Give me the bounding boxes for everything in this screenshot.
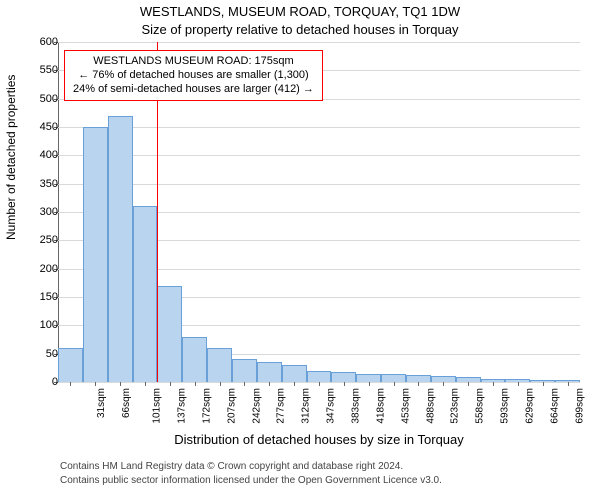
xtick-mark bbox=[369, 382, 370, 386]
xtick-mark bbox=[120, 382, 121, 386]
ytick-label: 200 bbox=[40, 263, 58, 275]
histogram-bar bbox=[282, 365, 307, 382]
ytick-label: 100 bbox=[40, 319, 58, 331]
histogram-bar bbox=[157, 286, 182, 382]
xtick-label: 31sqm bbox=[96, 388, 107, 418]
xtick-label: 312sqm bbox=[301, 388, 312, 424]
xtick-mark bbox=[170, 382, 171, 386]
ytick-label: 50 bbox=[46, 348, 58, 360]
ytick-label: 350 bbox=[40, 178, 58, 190]
gridline bbox=[58, 184, 580, 185]
xtick-label: 137sqm bbox=[177, 388, 188, 424]
histogram-bar bbox=[406, 375, 431, 382]
xtick-mark bbox=[493, 382, 494, 386]
ytick-label: 300 bbox=[40, 206, 58, 218]
chart-title-line2: Size of property relative to detached ho… bbox=[0, 22, 600, 37]
xtick-label: 207sqm bbox=[226, 388, 237, 424]
y-axis-label: Number of detached properties bbox=[4, 75, 18, 240]
annotation-line: WESTLANDS MUSEUM ROAD: 175sqm bbox=[73, 55, 314, 69]
xtick-label: 488sqm bbox=[425, 388, 436, 424]
xtick-mark bbox=[394, 382, 395, 386]
gridline bbox=[58, 42, 580, 43]
histogram-bar bbox=[356, 374, 381, 383]
ytick-label: 0 bbox=[52, 376, 58, 388]
xtick-mark bbox=[70, 382, 71, 386]
xtick-label: 66sqm bbox=[121, 388, 132, 418]
histogram-bar bbox=[232, 359, 257, 382]
histogram-bar bbox=[207, 348, 232, 382]
xtick-mark bbox=[269, 382, 270, 386]
ytick-label: 500 bbox=[40, 93, 58, 105]
xtick-label: 277sqm bbox=[276, 388, 287, 424]
ytick-label: 400 bbox=[40, 149, 58, 161]
histogram-bar bbox=[381, 374, 406, 383]
histogram-bar bbox=[133, 206, 158, 382]
attribution-line2: Contains public sector information licen… bbox=[60, 474, 442, 487]
annotation-box: WESTLANDS MUSEUM ROAD: 175sqm← 76% of de… bbox=[64, 50, 323, 101]
gridline bbox=[58, 127, 580, 128]
histogram-bar bbox=[307, 371, 332, 382]
histogram-bar bbox=[182, 337, 207, 382]
xtick-label: 664sqm bbox=[549, 388, 560, 424]
xtick-mark bbox=[543, 382, 544, 386]
xtick-mark bbox=[344, 382, 345, 386]
ytick-label: 600 bbox=[40, 36, 58, 48]
xtick-mark bbox=[244, 382, 245, 386]
x-axis-label: Distribution of detached houses by size … bbox=[58, 432, 580, 447]
xtick-label: 699sqm bbox=[574, 388, 585, 424]
xtick-mark bbox=[468, 382, 469, 386]
xtick-label: 558sqm bbox=[475, 388, 486, 424]
histogram-bar bbox=[58, 348, 83, 382]
histogram-bar bbox=[83, 127, 108, 382]
histogram-bar bbox=[108, 116, 133, 382]
xtick-mark bbox=[443, 382, 444, 386]
ytick-label: 150 bbox=[40, 291, 58, 303]
xtick-label: 593sqm bbox=[500, 388, 511, 424]
xtick-mark bbox=[418, 382, 419, 386]
xtick-mark bbox=[95, 382, 96, 386]
xtick-label: 383sqm bbox=[351, 388, 362, 424]
histogram-bar bbox=[331, 372, 356, 382]
attribution-line1: Contains HM Land Registry data © Crown c… bbox=[60, 460, 403, 473]
ytick-label: 450 bbox=[40, 121, 58, 133]
xtick-mark bbox=[294, 382, 295, 386]
histogram-bar bbox=[257, 362, 282, 382]
xtick-label: 101sqm bbox=[152, 388, 163, 424]
ytick-label: 550 bbox=[40, 64, 58, 76]
chart-title-line1: WESTLANDS, MUSEUM ROAD, TORQUAY, TQ1 1DW bbox=[0, 4, 600, 19]
annotation-line: ← 76% of detached houses are smaller (1,… bbox=[73, 69, 314, 83]
xtick-label: 453sqm bbox=[400, 388, 411, 424]
gridline bbox=[58, 155, 580, 156]
annotation-line: 24% of semi-detached houses are larger (… bbox=[73, 83, 314, 97]
xtick-mark bbox=[518, 382, 519, 386]
ytick-label: 250 bbox=[40, 234, 58, 246]
chart-container: WESTLANDS, MUSEUM ROAD, TORQUAY, TQ1 1DW… bbox=[0, 0, 600, 500]
xtick-mark bbox=[568, 382, 569, 386]
xtick-label: 347sqm bbox=[326, 388, 337, 424]
xtick-mark bbox=[220, 382, 221, 386]
xtick-label: 242sqm bbox=[251, 388, 262, 424]
xtick-mark bbox=[145, 382, 146, 386]
xtick-mark bbox=[319, 382, 320, 386]
xtick-label: 418sqm bbox=[375, 388, 386, 424]
xtick-label: 523sqm bbox=[450, 388, 461, 424]
xtick-label: 629sqm bbox=[525, 388, 536, 424]
xtick-label: 172sqm bbox=[201, 388, 212, 424]
xtick-mark bbox=[195, 382, 196, 386]
